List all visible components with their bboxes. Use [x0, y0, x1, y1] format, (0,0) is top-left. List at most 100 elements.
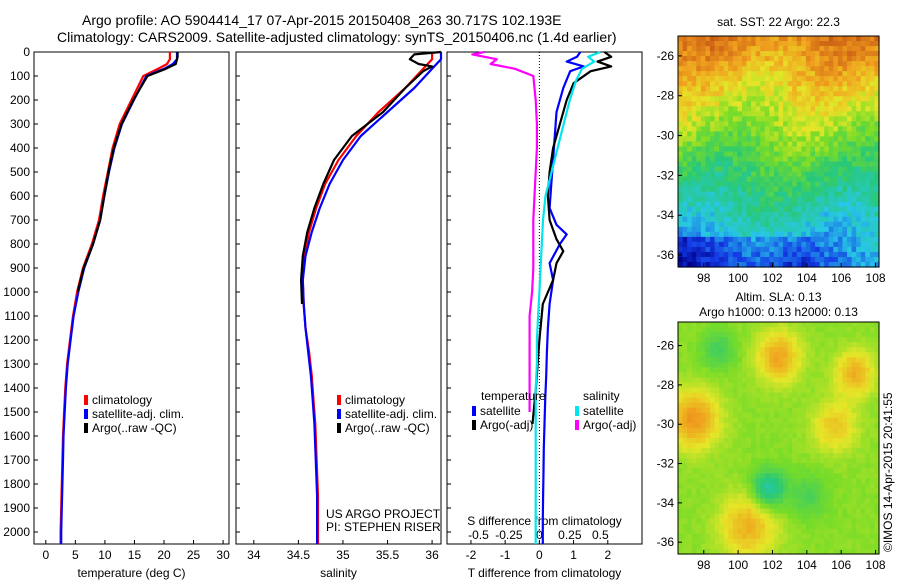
sst-map-cell — [856, 51, 862, 57]
sst-map-cell — [860, 201, 866, 208]
sla-map-cell — [860, 417, 866, 424]
sst-map-cell — [796, 111, 802, 117]
sst-map-cell — [828, 76, 834, 82]
sla-map-cell — [737, 548, 743, 555]
sla-map-cell — [755, 498, 761, 505]
sla-map-cell — [819, 387, 825, 394]
sla-map-cell — [751, 342, 757, 348]
sla-map-cell — [833, 337, 839, 343]
sla-map-cell — [869, 402, 876, 409]
sst-map-cell — [746, 261, 752, 268]
sla-map-cell — [741, 327, 748, 333]
sla-map-cell — [847, 453, 853, 459]
sla-map-cell — [714, 367, 720, 374]
sst-map-cell — [810, 186, 816, 193]
sla-map-cell — [714, 372, 720, 379]
sla-map-cell — [842, 483, 848, 490]
sst-map-cell — [851, 136, 857, 143]
sla-map-cell — [851, 377, 857, 384]
sst-map-cell — [810, 136, 816, 143]
sla-map-cell — [728, 488, 734, 495]
sla-map-cell — [755, 367, 761, 374]
sla-map-cell — [746, 493, 752, 500]
sst-map-cell — [709, 81, 716, 87]
difference-legend-S-swatch-0 — [575, 406, 579, 416]
sla-map-cell — [728, 412, 734, 419]
sla-map-cell — [851, 503, 857, 510]
sla-map-cell — [828, 493, 834, 500]
sla-map-cell — [760, 528, 766, 535]
sla-map-cell — [682, 362, 688, 368]
sst-map-cell — [700, 186, 707, 193]
sst-map-cell — [705, 111, 711, 117]
sst-map-cell — [714, 216, 720, 223]
sst-map-cell — [723, 166, 729, 173]
sla-map-cell — [815, 498, 821, 505]
sst-map-cell — [828, 261, 834, 268]
sst-map-cell — [796, 191, 802, 198]
sst-map-cell — [769, 186, 775, 193]
sst-map-cell — [691, 116, 697, 122]
sla-map-cell — [787, 523, 793, 530]
sla-map-cell — [856, 342, 862, 348]
sst-map-cell — [828, 71, 834, 77]
sla-map-cell — [801, 518, 807, 525]
sst-map-cell — [773, 261, 780, 268]
sla-map-cell — [810, 488, 816, 495]
sst-map-cell — [751, 241, 757, 248]
sst-map-cell — [819, 166, 825, 173]
sst-map-cell — [732, 106, 738, 112]
sst-map-cell — [746, 86, 752, 92]
sla-map-cell — [856, 427, 862, 434]
sst-map-cell — [728, 106, 734, 112]
sla-map-cell — [842, 422, 848, 429]
sst-map-cell — [719, 106, 725, 112]
sst-map-cell — [687, 146, 693, 153]
sst-map-cell — [792, 96, 798, 102]
sla-map-cell — [700, 533, 707, 540]
sst-map-cell — [719, 76, 725, 82]
sla-map-cell — [828, 488, 834, 495]
sla-map-cell — [723, 402, 729, 409]
sla-map-cell — [760, 382, 766, 389]
sla-map-cell — [819, 528, 825, 535]
sst-map-cell — [874, 231, 880, 238]
sla-map-cell — [691, 417, 697, 424]
sla-map-cell — [746, 538, 752, 545]
sst-map-cell — [705, 71, 711, 77]
sst-map-cell — [728, 171, 734, 178]
sla-map-cell — [801, 377, 807, 384]
sla-map-cell — [678, 463, 684, 469]
sla-map-cell — [696, 543, 702, 550]
sla-map-cell — [691, 327, 697, 333]
sst-map-cell — [682, 231, 688, 238]
sst-map-cell — [764, 166, 770, 173]
sla-map-cell — [696, 372, 702, 379]
sla-map-cell — [778, 337, 784, 343]
sst-map-cell — [833, 106, 839, 112]
sla-map-cell — [737, 412, 743, 419]
sst-map-cell — [678, 256, 684, 263]
sst-map-cell — [691, 131, 697, 138]
depth-tick-label-1: 100 — [10, 69, 30, 83]
sla-map-cell — [705, 337, 711, 343]
sst-map-cell — [760, 221, 766, 228]
sst-map-cell — [691, 156, 697, 163]
sla-map-cell — [874, 402, 880, 409]
sst-map-cell — [837, 86, 844, 92]
sla-map-cell — [865, 432, 871, 439]
sst-map-cell — [764, 111, 770, 117]
sla-map-cell — [828, 513, 834, 520]
sst-map-cell — [709, 96, 716, 102]
sst-map-cell — [764, 96, 770, 102]
sla-map-cell — [732, 352, 738, 358]
sst-map-cell — [723, 181, 729, 188]
difference-legend-T-label-0: satellite — [480, 404, 521, 418]
sst-map-cell — [723, 41, 729, 47]
sla-map-cell — [751, 438, 757, 444]
sst-map-cell — [824, 191, 830, 198]
sst-map-cell — [709, 246, 716, 253]
sla-map-cell — [773, 367, 780, 374]
sla-map-cell — [760, 508, 766, 515]
sla-map-cell — [865, 543, 871, 550]
